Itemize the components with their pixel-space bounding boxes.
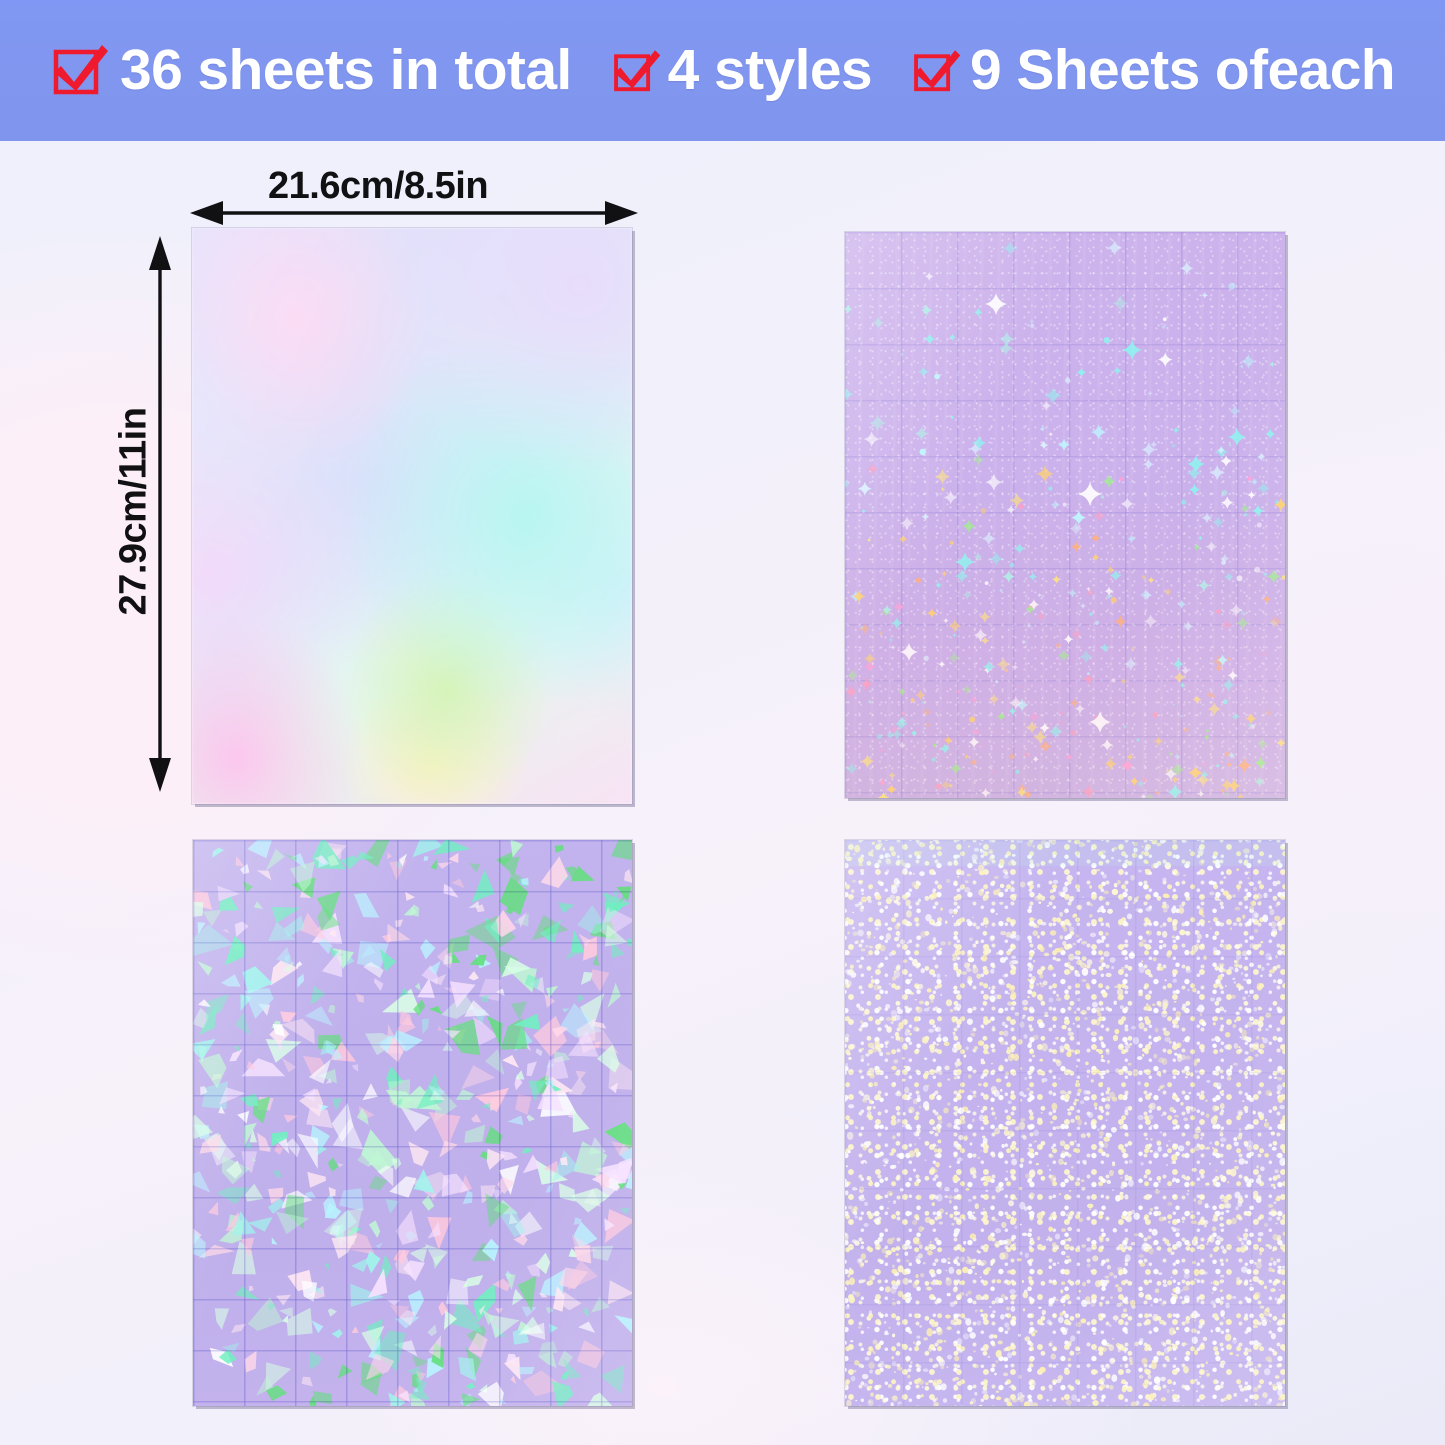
sticker-sheet-holographic-gradient[interactable] <box>192 228 632 804</box>
sparkle-star-layer <box>845 240 1285 798</box>
confetti-accent-layer <box>845 840 1285 1406</box>
checkbox-checked-icon <box>910 45 962 97</box>
checkbox-checked-icon <box>610 45 662 97</box>
sheet-gradient-layer <box>192 228 632 804</box>
checkbox-checked-icon <box>50 41 110 101</box>
sticker-sheet-star-sparkle[interactable] <box>845 232 1285 798</box>
sheet-warm-wash-layer <box>845 232 1285 798</box>
sheet-glitter-layer <box>845 232 1285 798</box>
sheet-grid-layer <box>845 840 1285 1406</box>
sheet-height-label: 27.9cm/11in <box>112 407 155 616</box>
sheet-sheen-layer <box>845 232 1285 798</box>
sticker-sheet-broken-glass[interactable] <box>193 840 632 1406</box>
sticker-sheet-confetti-dots[interactable] <box>845 840 1285 1406</box>
feature-label: 36 sheets in total <box>119 38 572 102</box>
sheet-sheen-layer <box>845 840 1285 1406</box>
height-dimension-arrow <box>149 236 171 792</box>
sheet-streak-layer <box>845 232 1285 798</box>
feature-label: 4 styles <box>667 38 873 102</box>
feature-banner: 36 sheets in total 4 styles 9 Sheets ofe… <box>0 0 1445 141</box>
sheet-width-label: 21.6cm/8.5in <box>268 165 489 207</box>
feature-item-total-sheets: 36 sheets in total <box>50 41 572 101</box>
sheet-sheen-layer <box>192 228 632 804</box>
sheet-base-layer <box>845 232 1285 798</box>
sheet-grid-layer <box>193 840 632 1406</box>
sheet-sheen-layer <box>193 840 632 1406</box>
sheet-grid-layer <box>845 232 1285 798</box>
feature-item-sheets-each: 9 Sheets ofeach <box>910 38 1396 102</box>
feature-label: 9 Sheets ofeach <box>970 38 1396 102</box>
feature-item-styles: 4 styles <box>610 38 873 102</box>
width-dimension-arrow <box>190 201 638 225</box>
glass-shard-layer <box>193 840 632 1406</box>
